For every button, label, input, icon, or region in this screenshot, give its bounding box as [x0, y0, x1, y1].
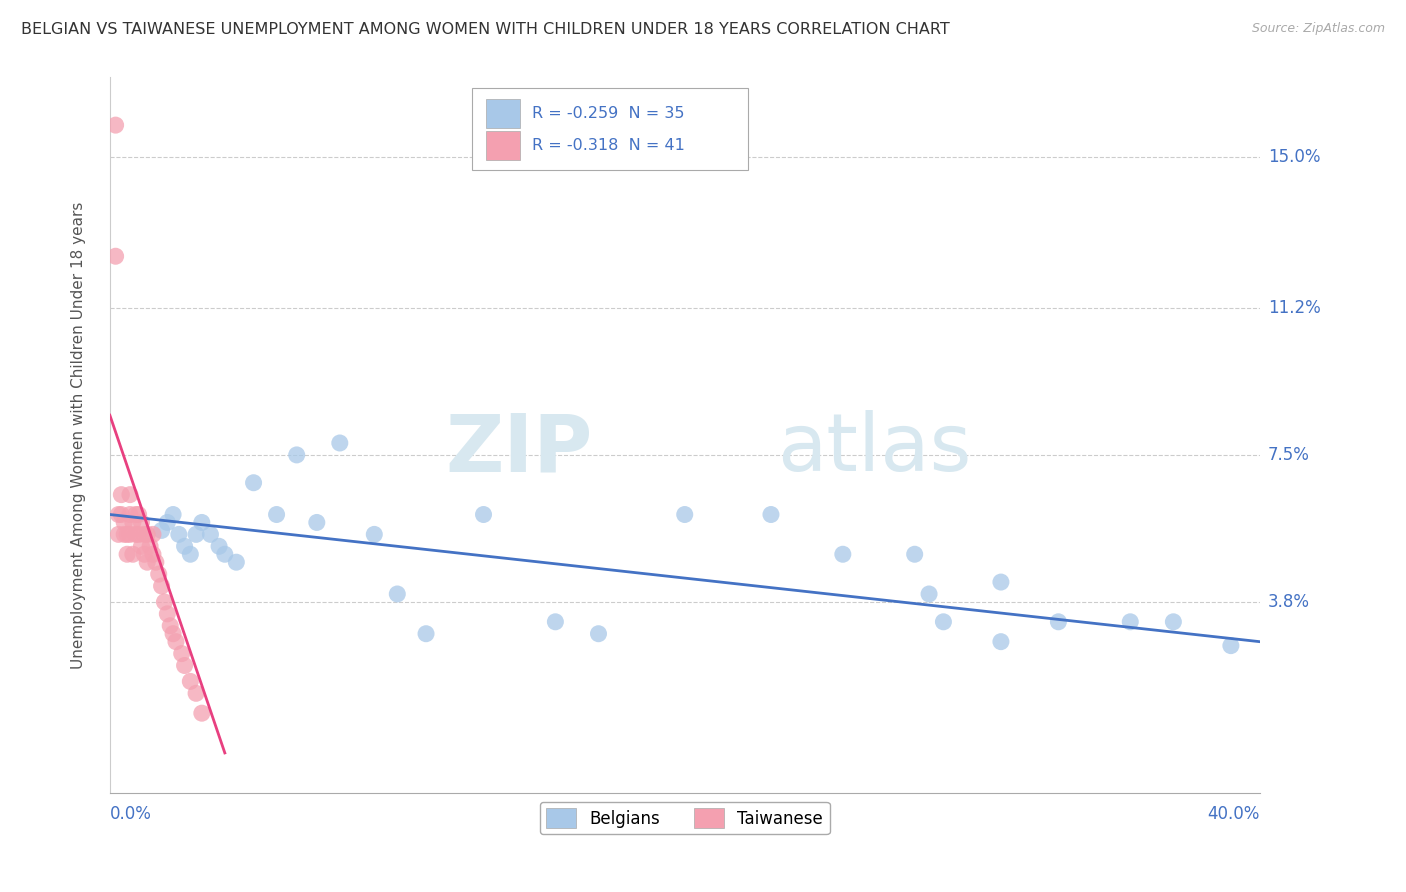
- Point: [1163, 615, 1185, 629]
- Text: 11.2%: 11.2%: [1268, 299, 1320, 317]
- Point: [125, 527, 148, 541]
- Point: [387, 587, 409, 601]
- Point: [104, 118, 127, 132]
- Point: [191, 516, 214, 530]
- Text: 3.8%: 3.8%: [1268, 593, 1310, 611]
- Point: [159, 619, 181, 633]
- Point: [165, 634, 187, 648]
- Point: [104, 249, 127, 263]
- Point: [1119, 615, 1142, 629]
- Point: [990, 634, 1012, 648]
- Point: [118, 508, 141, 522]
- Point: [131, 539, 153, 553]
- Point: [242, 475, 264, 490]
- Point: [363, 527, 385, 541]
- Point: [121, 547, 143, 561]
- Point: [329, 436, 352, 450]
- Point: [128, 508, 150, 522]
- Text: BELGIAN VS TAIWANESE UNEMPLOYMENT AMONG WOMEN WITH CHILDREN UNDER 18 YEARS CORRE: BELGIAN VS TAIWANESE UNEMPLOYMENT AMONG …: [21, 22, 950, 37]
- Point: [305, 516, 328, 530]
- Point: [125, 508, 148, 522]
- Point: [139, 539, 162, 553]
- Point: [142, 547, 165, 561]
- Point: [588, 626, 610, 640]
- Point: [142, 527, 165, 541]
- Point: [145, 555, 167, 569]
- Point: [415, 626, 437, 640]
- Point: [156, 516, 179, 530]
- Text: 40.0%: 40.0%: [1208, 805, 1260, 822]
- Point: [118, 488, 141, 502]
- Y-axis label: Unemployment Among Women with Children Under 18 years: Unemployment Among Women with Children U…: [72, 202, 86, 669]
- Point: [170, 647, 193, 661]
- Point: [544, 615, 567, 629]
- Point: [200, 527, 222, 541]
- Point: [162, 626, 184, 640]
- Point: [173, 658, 195, 673]
- Point: [225, 555, 247, 569]
- Point: [107, 527, 129, 541]
- Point: [148, 567, 170, 582]
- Point: [831, 547, 853, 561]
- Point: [131, 516, 153, 530]
- Text: R = -0.259  N = 35: R = -0.259 N = 35: [531, 105, 685, 120]
- Point: [162, 508, 184, 522]
- Point: [184, 527, 207, 541]
- Point: [904, 547, 927, 561]
- Point: [759, 508, 782, 522]
- Point: [115, 547, 138, 561]
- Point: [156, 607, 179, 621]
- Bar: [486, 99, 520, 128]
- Text: 15.0%: 15.0%: [1268, 148, 1320, 166]
- Point: [134, 547, 156, 561]
- Point: [136, 555, 159, 569]
- Point: [1219, 639, 1241, 653]
- Point: [179, 547, 201, 561]
- Point: [214, 547, 236, 561]
- Text: atlas: atlas: [776, 410, 972, 488]
- Text: 7.5%: 7.5%: [1268, 446, 1310, 464]
- Text: R = -0.318  N = 41: R = -0.318 N = 41: [531, 138, 685, 153]
- Point: [179, 674, 201, 689]
- Legend: Belgians, Taiwanese: Belgians, Taiwanese: [540, 802, 830, 834]
- Point: [191, 706, 214, 721]
- Point: [1047, 615, 1070, 629]
- Point: [136, 527, 159, 541]
- Point: [110, 508, 132, 522]
- Point: [173, 539, 195, 553]
- Point: [153, 595, 176, 609]
- Text: 0.0%: 0.0%: [110, 805, 152, 822]
- Point: [107, 508, 129, 522]
- Point: [932, 615, 955, 629]
- FancyBboxPatch shape: [472, 88, 748, 170]
- Point: [184, 686, 207, 700]
- Point: [121, 516, 143, 530]
- Point: [990, 575, 1012, 590]
- Point: [128, 527, 150, 541]
- Point: [918, 587, 941, 601]
- Text: Source: ZipAtlas.com: Source: ZipAtlas.com: [1251, 22, 1385, 36]
- Text: ZIP: ZIP: [446, 410, 593, 488]
- Point: [167, 527, 190, 541]
- Bar: [486, 131, 520, 160]
- Point: [266, 508, 288, 522]
- Point: [115, 527, 138, 541]
- Point: [673, 508, 696, 522]
- Point: [150, 524, 173, 538]
- Point: [150, 579, 173, 593]
- Point: [112, 516, 135, 530]
- Point: [118, 527, 141, 541]
- Point: [208, 539, 231, 553]
- Point: [134, 527, 156, 541]
- Point: [285, 448, 308, 462]
- Point: [112, 527, 135, 541]
- Point: [110, 488, 132, 502]
- Point: [472, 508, 495, 522]
